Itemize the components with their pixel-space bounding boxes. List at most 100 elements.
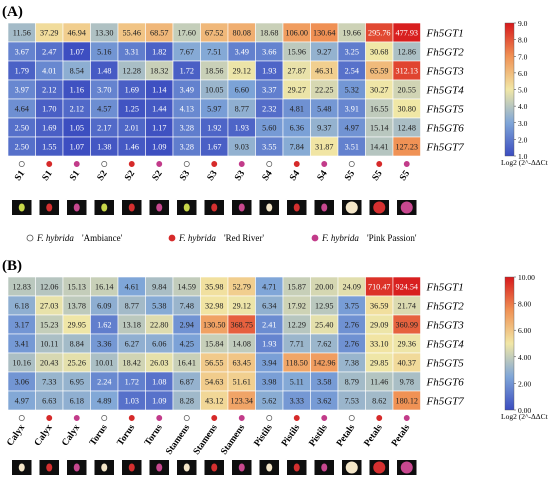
cultivar-marker	[321, 415, 328, 421]
cell-value: 54.63	[205, 378, 223, 387]
cell-value: 52.79	[233, 283, 251, 292]
cell-value: 3.91	[345, 105, 359, 114]
scale-tick-label: 3.0	[518, 119, 528, 128]
cell-value: 15.13	[68, 283, 86, 292]
gene-label: Fh5GT5	[426, 358, 465, 370]
cell-value: 11.46	[370, 378, 388, 387]
cell-value: 4.57	[97, 105, 111, 114]
flower-sample-icon	[73, 463, 80, 472]
cell-value: 9.03	[235, 143, 249, 152]
cell-value: 6.09	[97, 302, 111, 311]
cell-value: 3.75	[345, 302, 359, 311]
gene-label: Fh5GT6	[426, 377, 465, 389]
panel-label-a: (A)	[2, 4, 23, 20]
cell-value: 1.69	[125, 86, 139, 95]
cell-value: 56.55	[205, 359, 223, 368]
column-label: S4	[316, 169, 330, 183]
legend-cultivar: 'Red River'	[224, 233, 264, 243]
cell-value: 30.68	[370, 48, 388, 57]
cultivar-marker	[46, 415, 53, 421]
cell-value: 2.17	[97, 124, 111, 133]
cultivar-marker	[73, 161, 80, 167]
cell-value: 2.47	[42, 48, 56, 57]
cell-value: 8.84	[70, 340, 84, 349]
scale-tick-label: 4.0	[518, 102, 528, 111]
cell-value: 142.96	[313, 359, 336, 368]
cell-value: 8.54	[70, 67, 84, 76]
gene-label: Fh5GT7	[426, 396, 465, 408]
cell-value: 1.07	[70, 143, 84, 152]
cell-value: 1.16	[70, 86, 84, 95]
cell-value: 3.41	[15, 340, 29, 349]
column-label: Stamens	[164, 423, 192, 457]
flower-sample-icon	[211, 203, 218, 212]
cell-value: 4.81	[290, 105, 304, 114]
cell-value: 360.99	[395, 321, 418, 330]
cell-value: 29.36	[398, 340, 416, 349]
cell-value: 3.58	[317, 378, 331, 387]
color-scale-bar	[504, 22, 515, 157]
cell-value: 9.27	[317, 48, 331, 57]
cell-value: 7.84	[290, 143, 304, 152]
column-label: S2	[96, 169, 110, 183]
column-label: Pistils	[280, 423, 302, 449]
column-label: S5	[371, 169, 385, 183]
flower-sample-icon	[18, 203, 25, 212]
column-label: S1	[68, 169, 82, 183]
cell-value: 4.89	[97, 397, 111, 406]
legend-marker	[168, 234, 176, 242]
cell-value: 10.16	[13, 359, 31, 368]
cultivar-marker	[266, 161, 273, 167]
cell-value: 51.61	[233, 378, 251, 387]
cultivar-marker	[293, 415, 300, 421]
column-label: S4	[288, 169, 302, 183]
cell-value: 3.25	[345, 48, 359, 57]
gene-label: Fh5GT7	[426, 142, 465, 154]
cell-value: 477.93	[395, 29, 418, 38]
scale-tick-label: 8.00	[518, 300, 531, 309]
cultivar-marker	[376, 415, 383, 421]
legend-species: F. hybrida	[178, 233, 216, 243]
cell-value: 3.33	[290, 397, 304, 406]
cell-value: 20.00	[315, 283, 333, 292]
cell-value: 6.27	[125, 340, 139, 349]
column-label: S2	[151, 169, 165, 183]
cell-value: 6.95	[70, 378, 84, 387]
scale-tick-label: 6.00	[518, 326, 531, 335]
cell-value: 65.59	[370, 67, 388, 76]
cell-value: 123.34	[230, 397, 253, 406]
cell-value: 13.30	[95, 29, 113, 38]
column-label: S4	[261, 169, 275, 183]
cell-value: 130.64	[313, 29, 336, 38]
legend-cultivar: 'Pink Passion'	[367, 233, 417, 243]
cultivar-marker	[238, 161, 245, 167]
cell-value: 8.79	[345, 378, 359, 387]
cell-value: 3.17	[15, 321, 29, 330]
flower-sample-icon	[293, 463, 300, 472]
cell-value: 29.12	[233, 67, 251, 76]
cell-value: 3.28	[180, 124, 194, 133]
scale-title: Log2 (2^-ΔΔCt + 1)	[501, 412, 550, 421]
cell-value: 4.13	[180, 105, 194, 114]
cell-value: 12.83	[13, 283, 31, 292]
scale-tick-label: 6.0	[518, 69, 528, 78]
cell-value: 32.98	[205, 302, 223, 311]
cell-value: 15.84	[205, 340, 223, 349]
column-label: Petals	[363, 423, 385, 449]
cell-value: 14.08	[233, 340, 251, 349]
cell-value: 6.18	[15, 302, 29, 311]
flower-sample-icon	[211, 463, 218, 472]
column-label: S3	[178, 169, 192, 183]
cell-value: 2.50	[15, 143, 29, 152]
cell-value: 14.59	[178, 283, 196, 292]
cell-value: 368.75	[230, 321, 253, 330]
cell-value: 29.09	[370, 321, 388, 330]
cell-value: 22.80	[150, 321, 168, 330]
cell-value: 14.41	[370, 143, 388, 152]
cell-value: 2.12	[70, 105, 84, 114]
cell-value: 180.12	[395, 397, 418, 406]
flower-sample-icon	[46, 463, 53, 472]
cell-value: 6.36	[290, 124, 304, 133]
scale-tick-label: 9.0	[518, 19, 528, 28]
